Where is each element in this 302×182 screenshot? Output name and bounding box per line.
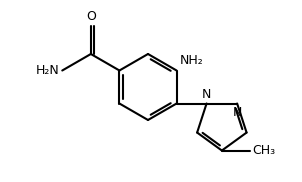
Text: N: N xyxy=(233,106,242,120)
Text: CH₃: CH₃ xyxy=(252,144,275,157)
Text: O: O xyxy=(86,10,96,23)
Text: NH₂: NH₂ xyxy=(180,54,203,68)
Text: H₂N: H₂N xyxy=(36,64,59,77)
Text: N: N xyxy=(202,88,211,100)
